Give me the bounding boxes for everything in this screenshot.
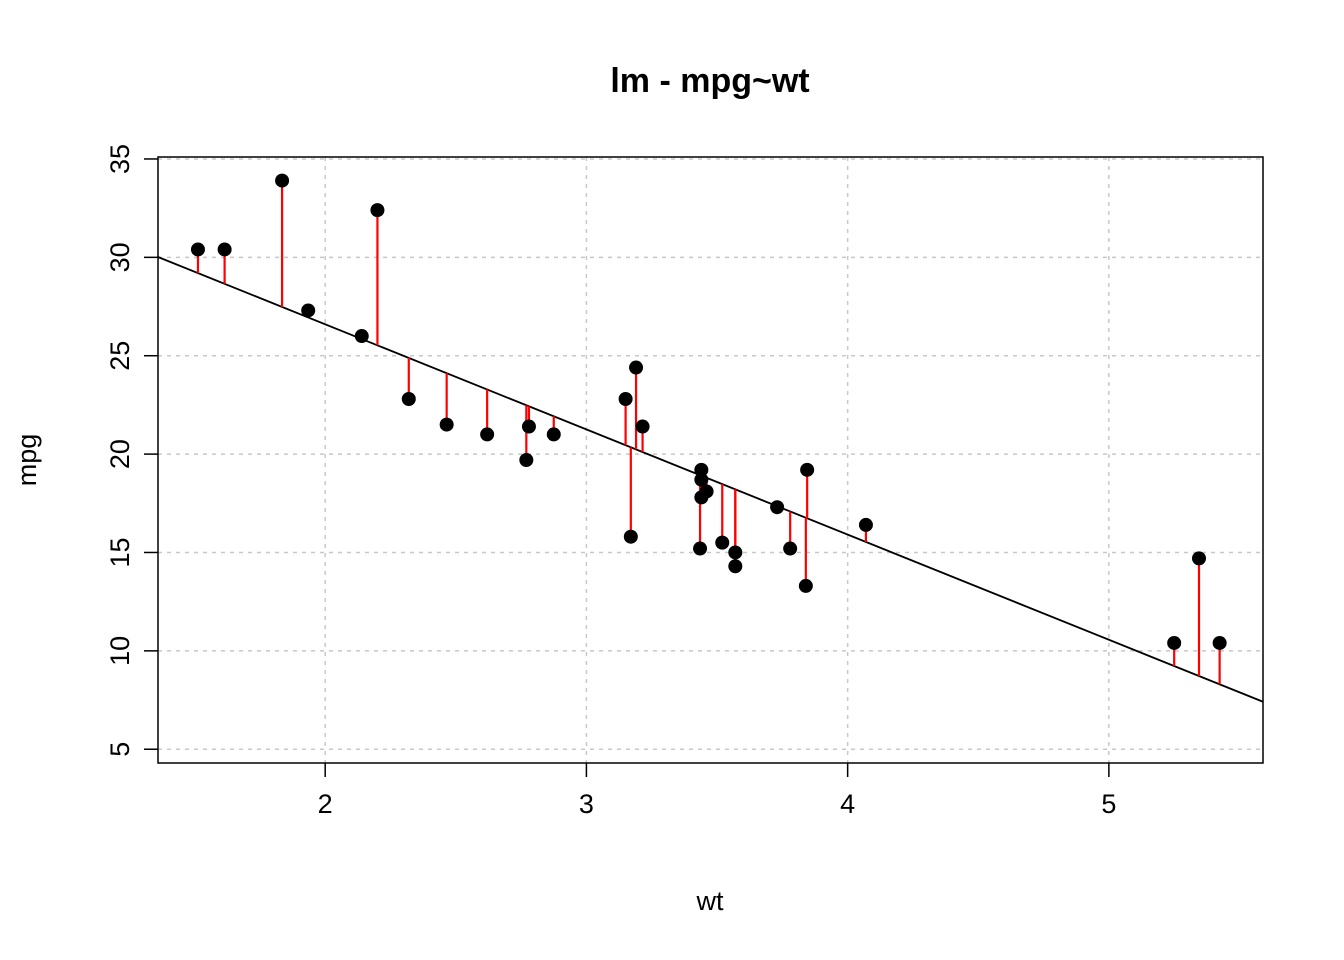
- point-6: [728, 559, 743, 574]
- y-tick-label-0: 5: [105, 742, 135, 757]
- point-25: [301, 303, 316, 318]
- point-12: [770, 500, 785, 515]
- point-30: [728, 545, 743, 560]
- plot-frame: [157, 156, 1264, 764]
- point-13: [783, 541, 798, 556]
- y-tick-label-5: 30: [105, 242, 135, 272]
- point-29: [519, 453, 534, 467]
- fit-line-group: [157, 256, 1264, 703]
- x-tick-label-2: 4: [840, 789, 855, 819]
- point-1: [546, 427, 561, 442]
- point-26: [354, 329, 369, 344]
- x-axis: 2 3 4 5: [318, 763, 1116, 819]
- y-tick-label-1: 10: [105, 636, 135, 666]
- point-28: [623, 529, 638, 544]
- x-tick-label-3: 5: [1101, 789, 1116, 819]
- point-31: [521, 419, 536, 434]
- x-axis-label: wt: [696, 886, 724, 916]
- chart-title: lm - mpg~wt: [610, 62, 809, 100]
- point-27: [190, 242, 205, 257]
- residual-segments: [196, 180, 1221, 685]
- regression-line: [157, 256, 1264, 703]
- point-22: [693, 541, 708, 556]
- point-10: [694, 490, 709, 505]
- y-axis-label: mpg: [12, 434, 42, 487]
- data-points: [190, 173, 1227, 650]
- point-23: [798, 578, 813, 593]
- point-9: [694, 462, 709, 477]
- point-0: [480, 427, 495, 442]
- y-tick-label-6: 35: [105, 144, 135, 174]
- y-tick-label-4: 25: [105, 341, 135, 371]
- y-axis: 5 10 15 20 25 30 35: [105, 144, 158, 757]
- point-11: [858, 517, 873, 532]
- point-3: [635, 419, 650, 434]
- y-tick-label-2: 15: [105, 537, 135, 567]
- point-7: [629, 360, 644, 375]
- point-18: [217, 242, 232, 257]
- point-17: [370, 203, 385, 218]
- y-tick-label-3: 20: [105, 439, 135, 469]
- point-16: [1191, 551, 1206, 566]
- point-19: [275, 173, 290, 188]
- point-24: [800, 462, 815, 477]
- point-2: [401, 392, 416, 407]
- x-tick-label-0: 2: [318, 789, 333, 819]
- point-20: [439, 417, 454, 432]
- point-15: [1212, 635, 1227, 650]
- point-8: [618, 392, 633, 407]
- x-tick-label-1: 3: [579, 789, 594, 819]
- point-14: [1167, 635, 1182, 650]
- point-4: [694, 472, 709, 487]
- grid-lines: [158, 157, 1263, 763]
- point-21: [715, 535, 730, 550]
